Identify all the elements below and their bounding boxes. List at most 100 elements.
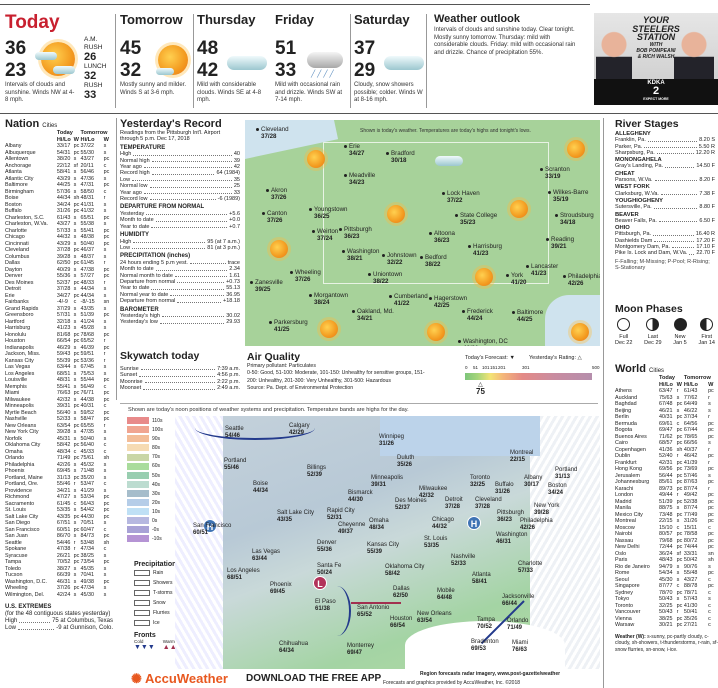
map-city[interactable]: Weirton 37/24 <box>311 228 338 242</box>
map-city[interactable]: Pittsburgh 36/23 <box>339 226 372 240</box>
map-city[interactable]: Nashville 52/33 <box>451 554 475 568</box>
map-city[interactable]: Chihuahua 64/34 <box>279 641 308 655</box>
map-city[interactable]: Salt Lake City 43/35 <box>277 510 314 524</box>
map-city[interactable]: Philadelphia 42/26 <box>520 518 553 532</box>
map-city[interactable]: El Paso 61/38 <box>315 599 336 613</box>
map-city[interactable]: Philadelphia 42/26 <box>563 273 600 287</box>
tomorrow-hilo: 47/38 <box>80 266 95 273</box>
map-city[interactable]: Wilkes-Barre 35/19 <box>547 189 588 203</box>
map-city[interactable]: Oklahoma City 58/42 <box>385 564 424 578</box>
map-city[interactable]: Omaha 48/34 <box>369 518 389 532</box>
map-city[interactable]: Pittsburgh 36/23 <box>497 510 524 524</box>
city-name: Allentown <box>5 156 29 162</box>
map-city[interactable]: Bradford 30/18 <box>386 150 415 164</box>
map-city[interactable]: Akron 37/26 <box>265 187 287 201</box>
tomorrow-weather: c <box>103 448 107 455</box>
map-city[interactable]: Billings 52/39 <box>307 465 326 479</box>
map-city[interactable]: Cleveland 37/28 <box>475 497 502 511</box>
map-city[interactable]: Santa Fe 50/24 <box>317 563 341 577</box>
map-city[interactable]: Duluth 35/26 <box>397 455 414 469</box>
map-city[interactable]: Orlando 71/49 <box>507 618 528 632</box>
map-city[interactable]: Dallas 62/50 <box>393 586 410 600</box>
map-city[interactable]: Albany 30/17 <box>524 475 542 489</box>
map-city[interactable]: Bismarck 44/30 <box>348 490 373 504</box>
map-city[interactable]: Rapid City 52/31 <box>327 508 355 522</box>
map-city[interactable]: Hagerstown 42/25 <box>428 295 467 309</box>
map-city[interactable]: Canton 37/26 <box>262 210 287 224</box>
accuweather-logo[interactable]: ✺ AccuWeather <box>131 671 228 687</box>
map-city[interactable]: Las Vegas 63/44 <box>252 549 280 563</box>
map-city[interactable]: Montreal 22/15 <box>510 450 533 464</box>
map-city[interactable]: Uniontown 38/22 <box>367 271 402 285</box>
kdka-ad[interactable]: YOUR STEELERS STATION WITH BOB POMPEANI … <box>594 13 718 105</box>
river-name: MONONGAHELA <box>615 157 662 164</box>
download-app-link[interactable]: DOWNLOAD THE FREE APP <box>246 673 382 684</box>
map-city[interactable]: York 41/20 <box>505 272 526 286</box>
map-city[interactable]: Oakland, Md. 34/21 <box>352 308 394 322</box>
map-city[interactable]: Johnstown 32/22 <box>382 252 417 266</box>
map-city[interactable]: Monterrey 69/47 <box>347 643 374 657</box>
map-city[interactable]: Morgantown 38/24 <box>308 292 348 306</box>
map-city[interactable]: Houston 66/54 <box>390 616 412 630</box>
map-city[interactable]: Stroudsburg 34/18 <box>555 212 594 226</box>
map-city[interactable]: Lock Haven 37/22 <box>442 190 480 204</box>
map-city[interactable]: Bradenton 69/53 <box>471 639 499 653</box>
map-city[interactable]: Portland 31/13 <box>555 467 577 481</box>
map-city[interactable]: Altoona 36/23 <box>429 230 455 244</box>
map-city[interactable]: Milwaukee 42/32 <box>419 486 447 500</box>
map-city[interactable]: Bedford 38/22 <box>420 254 447 268</box>
regional-map[interactable]: Shown is today's weather. Temperatures a… <box>245 120 600 346</box>
map-city[interactable]: Boston 34/24 <box>548 483 567 497</box>
map-city[interactable]: Meadville 34/23 <box>343 172 375 186</box>
river-stages: River Stages ALLEGHENY Franklin, Pa. 8.20 … <box>615 118 715 271</box>
map-city[interactable]: Los Angeles 68/51 <box>227 568 260 582</box>
map-city[interactable]: St. Louis 53/35 <box>424 536 447 550</box>
map-city[interactable]: Cleveland 37/28 <box>256 126 289 140</box>
map-city[interactable]: Chicago 44/32 <box>432 517 454 531</box>
map-city[interactable]: Des Moines 52/37 <box>395 498 427 512</box>
map-city[interactable]: Winnipeg 31/26 <box>379 434 404 448</box>
map-city[interactable]: Harrisburg 41/23 <box>468 243 502 257</box>
map-city[interactable]: Miami 76/63 <box>512 640 528 654</box>
radar-link[interactable]: Region forecasts radar imagery, www.post… <box>420 671 561 677</box>
map-city[interactable]: Parkersburg 41/25 <box>269 319 308 333</box>
map-city[interactable]: San Antonio 65/52 <box>357 605 389 619</box>
map-city[interactable]: Mobile 64/48 <box>437 588 455 602</box>
map-city[interactable]: Jacksonville 66/44 <box>502 594 534 608</box>
map-city[interactable]: Erie 34/27 <box>343 143 364 157</box>
map-city[interactable]: Lancaster 41/23 <box>525 263 558 277</box>
map-city[interactable]: Washington, DC46/31 <box>458 338 508 346</box>
map-city[interactable]: Frederick 44/24 <box>462 308 493 322</box>
map-city[interactable]: Kansas City 55/39 <box>367 542 399 556</box>
map-city[interactable]: Minneapolis 39/31 <box>371 475 403 489</box>
map-city[interactable]: Charlotte 57/33 <box>518 561 542 575</box>
map-city[interactable]: Toronto 32/25 <box>470 475 490 489</box>
map-city[interactable]: Scranton 33/19 <box>540 166 570 180</box>
world-subtitle: Cities <box>649 368 665 374</box>
map-city[interactable]: Zanesville 39/25 <box>250 279 283 293</box>
map-city[interactable]: New Orleans 63/54 <box>417 611 452 625</box>
national-map[interactable]: H H L Seattle 54/46 Calgary 42/29 Portland 55… <box>175 416 600 669</box>
map-city[interactable]: Atlanta 58/41 <box>472 572 491 586</box>
map-city[interactable]: Washington 46/31 <box>496 532 527 546</box>
map-city[interactable]: Wheeling 37/26 <box>290 269 321 283</box>
map-city[interactable]: Cheyenne 49/37 <box>338 522 365 536</box>
map-city[interactable]: Calgary 42/29 <box>289 423 310 437</box>
map-city[interactable]: Washington 38/21 <box>341 248 379 262</box>
map-city[interactable]: Denver 55/36 <box>317 540 336 554</box>
map-city[interactable]: Tampa 70/52 <box>477 617 495 631</box>
map-city[interactable]: Reading 39/21 <box>545 236 574 250</box>
map-city[interactable]: Baltimore 44/25 <box>511 309 543 323</box>
map-city[interactable]: Boise 44/34 <box>253 481 268 495</box>
city-name: Baghdad <box>615 401 637 407</box>
map-city[interactable]: Detroit 37/28 <box>445 497 463 511</box>
map-city[interactable]: Cumberland 41/22 <box>389 293 428 307</box>
map-city[interactable]: Youngstown 36/25 <box>309 206 348 220</box>
map-city[interactable]: Phoenix 69/45 <box>270 582 292 596</box>
map-city[interactable]: Portland 55/46 <box>224 458 246 472</box>
map-city[interactable]: Seattle 54/46 <box>225 426 244 440</box>
map-city[interactable]: New York 39/28 <box>534 503 559 517</box>
map-city[interactable]: San Francisco 60/51 <box>193 523 231 537</box>
map-city[interactable]: State College 35/23 <box>454 212 497 226</box>
map-city[interactable]: Buffalo 31/26 <box>495 482 514 496</box>
